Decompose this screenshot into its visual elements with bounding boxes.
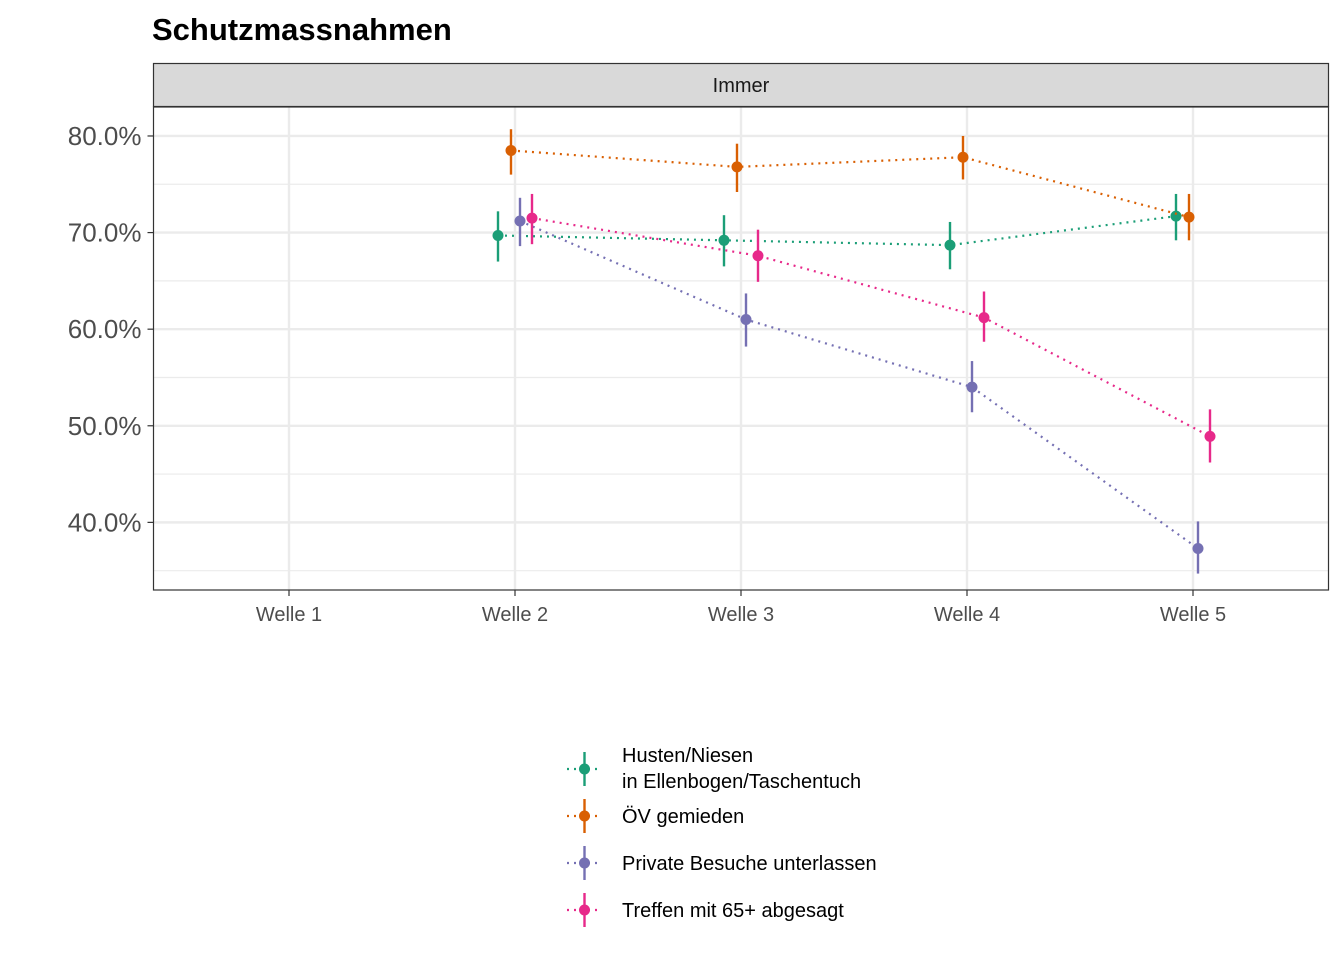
data-point [740, 314, 752, 326]
series-1 [492, 193, 1182, 270]
legend-label: Husten/Niesen in Ellenbogen/Taschentuch [622, 745, 861, 793]
legend-key-point [579, 810, 590, 822]
legend-key-point [579, 904, 590, 916]
data-point [514, 215, 526, 227]
data-point [526, 212, 538, 224]
y-tick-label: 70.0% [68, 218, 142, 248]
x-tick-label: Welle 4 [934, 604, 1000, 626]
legend-item: ÖV gemieden [567, 799, 744, 833]
legend-item: Private Besuche unterlassen [567, 846, 877, 880]
series-4 [526, 193, 1216, 463]
x-axis: Welle 1 Welle 2 Welle 3 Welle 4 Welle 5 [256, 590, 1226, 626]
legend-item: Husten/Niesen in Ellenbogen/Taschentuch [567, 745, 861, 793]
legend-label: Treffen mit 65+ abgesagt [622, 900, 844, 922]
grid-lines [153, 107, 1329, 590]
legend-item: Treffen mit 65+ abgesagt [567, 893, 844, 927]
data-point [1170, 210, 1182, 222]
x-tick-label: Welle 1 [256, 604, 322, 626]
series-line [519, 219, 1199, 550]
data-point [1183, 211, 1195, 223]
legend-key-point [579, 763, 590, 775]
data-series [492, 129, 1216, 574]
y-tick-label: 60.0% [68, 314, 142, 344]
data-point [492, 229, 504, 241]
data-point [978, 312, 990, 324]
chart-title: Schutzmassnahmen [152, 12, 452, 47]
data-point [957, 151, 969, 163]
series-3 [514, 197, 1204, 574]
data-point [1192, 542, 1204, 554]
data-point [731, 161, 743, 173]
series-line [510, 149, 1190, 219]
data-point [718, 234, 730, 246]
legend: Husten/Niesen in Ellenbogen/Taschentuch ÖV… [567, 745, 877, 927]
y-axis: 40.0% 50.0% 60.0% 70.0% 80.0% [68, 121, 154, 537]
data-point [966, 381, 978, 393]
x-tick-label: Welle 2 [482, 604, 548, 626]
data-point [1204, 430, 1216, 442]
y-tick-label: 80.0% [68, 121, 142, 151]
legend-key-point [579, 857, 590, 869]
series-line [497, 215, 1177, 247]
facet-strip-label: Immer [713, 75, 770, 97]
x-tick-label: Welle 3 [708, 604, 774, 626]
data-point [944, 239, 956, 251]
data-point [505, 144, 517, 156]
y-tick-label: 40.0% [68, 507, 142, 537]
series-2 [505, 129, 1195, 241]
data-point [752, 250, 764, 262]
facet-strip [152, 62, 1330, 108]
legend-label: ÖV gemieden [622, 806, 744, 828]
legend-label: Private Besuche unterlassen [622, 853, 877, 875]
y-tick-label: 50.0% [68, 411, 142, 441]
x-tick-label: Welle 5 [1160, 604, 1226, 626]
